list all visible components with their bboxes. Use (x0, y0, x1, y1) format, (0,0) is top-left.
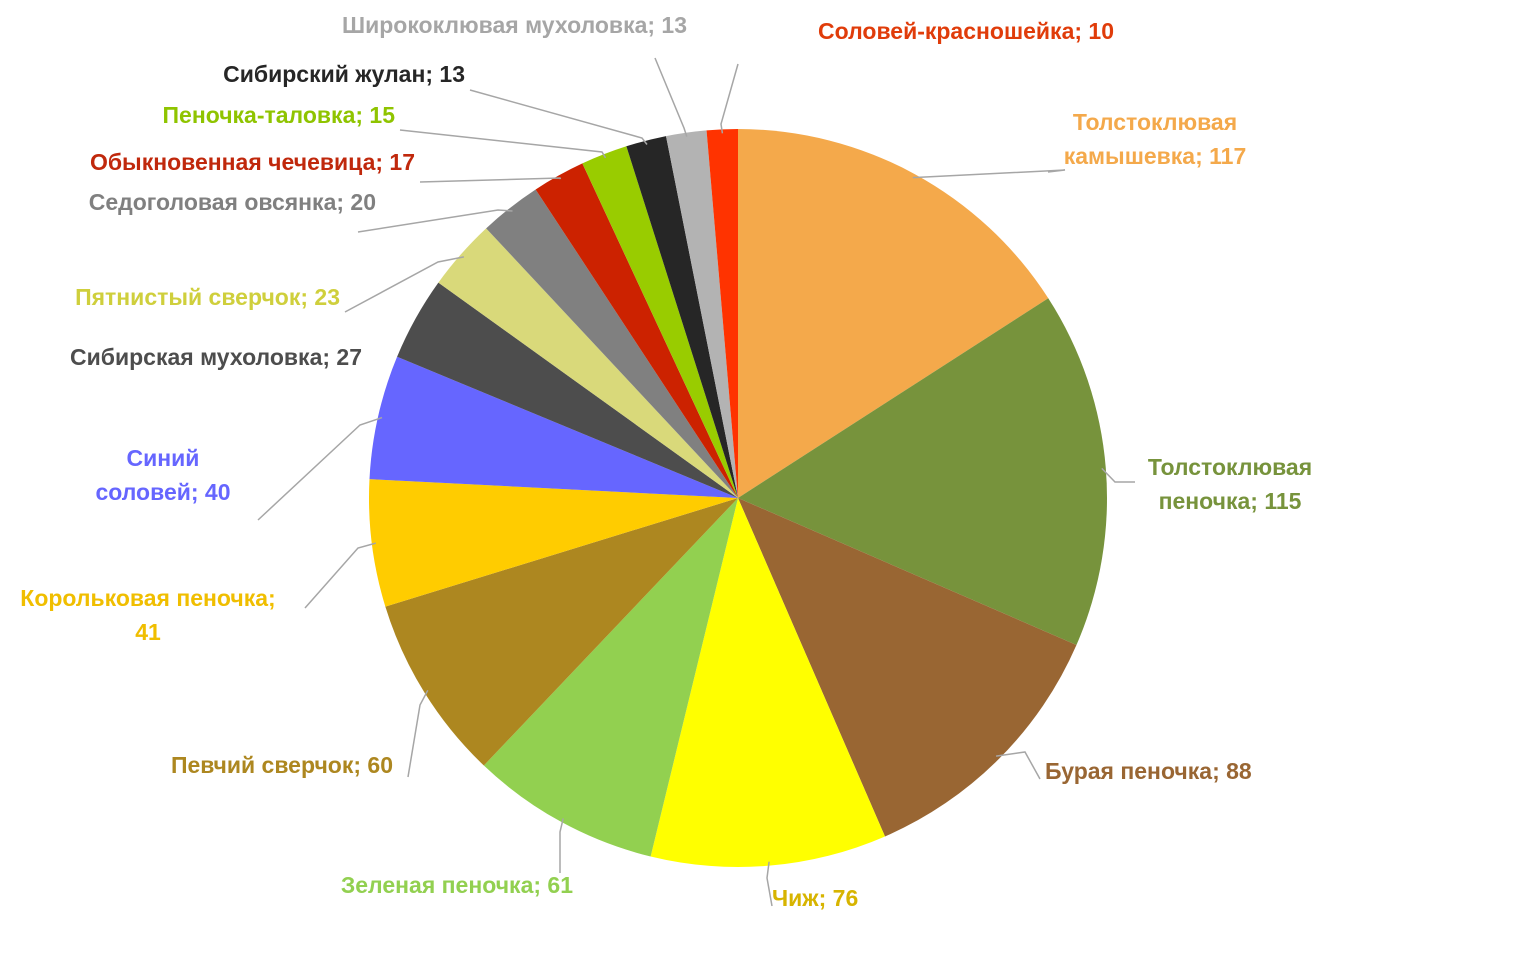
pie-slice (666, 130, 738, 498)
slice-label-line: Сибирский жулан; 13 (223, 61, 465, 87)
leader-line (1101, 467, 1135, 483)
leader-line (720, 63, 739, 134)
slice-label-line: Ширококлювая мухоловка; 13 (342, 12, 687, 38)
slice-label: Чиж; 76 (772, 885, 858, 911)
slice-label-line: Певчий сверчок; 60 (171, 752, 393, 778)
slice-label-line: камышевка; 117 (1064, 143, 1247, 169)
leader-line (304, 542, 376, 609)
pie-slice (397, 282, 738, 498)
slice-label: Пеночка-таловка; 15 (163, 102, 396, 128)
pie-slice (369, 356, 738, 498)
leader-line (399, 129, 607, 159)
slice-label-line: 41 (135, 619, 161, 645)
slice-label-line: Сибирская мухоловка; 27 (70, 344, 362, 370)
pie-slice (738, 129, 1049, 498)
leader-line (766, 861, 773, 907)
leader-line (469, 89, 648, 145)
slice-label: Соловей-красношейка; 10 (818, 18, 1114, 44)
slice-label-line: Соловей-красношейка; 10 (818, 18, 1114, 44)
slice-label-line: пеночка; 115 (1159, 488, 1302, 514)
leader-line (257, 416, 383, 521)
slice-label: Бурая пеночка; 88 (1045, 758, 1252, 784)
pie-slice (385, 498, 738, 766)
slice-label-line: Обыкновенная чечевица; 17 (90, 149, 415, 175)
slice-label-line: Седоголовая овсянка; 20 (89, 189, 376, 215)
leader-line (559, 818, 564, 873)
slice-label-line: Зеленая пеночка; 61 (341, 872, 573, 898)
pie-slice (368, 479, 738, 607)
slice-label: Синий соловей; 40 (95, 445, 230, 505)
slice-label: Обыкновенная чечевица; 17 (90, 149, 415, 175)
slice-label-line: Синий (127, 445, 200, 471)
slice-label-line: соловей; 40 (95, 479, 230, 505)
pie-slice (738, 298, 1108, 646)
slice-label: Пятнистый сверчок; 23 (75, 284, 340, 310)
leader-line (419, 177, 562, 183)
leader-line (407, 689, 429, 778)
slice-label-line: Чиж; 76 (772, 885, 858, 911)
leader-line (344, 256, 465, 313)
leader-line (912, 169, 1066, 179)
slice-label-line: Пятнистый сверчок; 23 (75, 284, 340, 310)
slice-label-line: Толстоклювая (1148, 454, 1312, 480)
data-labels: Толстоклювая камышевка; 117 Толстоклювая пе… (20, 12, 1312, 911)
pie-slice (738, 498, 1077, 837)
leader-lines (257, 57, 1135, 907)
slice-label: Сибирский жулан; 13 (223, 61, 465, 87)
slice-label: Седоголовая овсянка; 20 (89, 189, 376, 215)
pie-slices (368, 129, 1108, 868)
pie-slice (483, 498, 738, 857)
slice-label: Корольковая пеночка; 41 (20, 585, 275, 645)
slice-label-line: Бурая пеночка; 88 (1045, 758, 1252, 784)
leader-line (995, 751, 1041, 780)
pie-slice (582, 146, 738, 499)
slice-label: Толстоклювая пеночка; 115 (1148, 454, 1312, 514)
pie-slice (626, 136, 738, 498)
leader-line (654, 57, 688, 137)
pie-slice (706, 129, 738, 498)
leader-line (357, 209, 513, 233)
slice-label: Зеленая пеночка; 61 (341, 872, 573, 898)
slice-label: Певчий сверчок; 60 (171, 752, 393, 778)
slice-label-line: Толстоклювая (1073, 109, 1237, 135)
pie-slice (535, 163, 738, 499)
slice-label: Ширококлювая мухоловка; 13 (342, 12, 687, 38)
pie-slice (650, 498, 886, 868)
pie-slice (438, 228, 738, 498)
pie-slice (486, 189, 738, 498)
slice-label: Сибирская мухоловка; 27 (70, 344, 362, 370)
slice-label: Толстоклювая камышевка; 117 (1064, 109, 1247, 169)
slice-label-line: Пеночка-таловка; 15 (163, 102, 396, 128)
slice-label-line: Корольковая пеночка; (20, 585, 275, 611)
